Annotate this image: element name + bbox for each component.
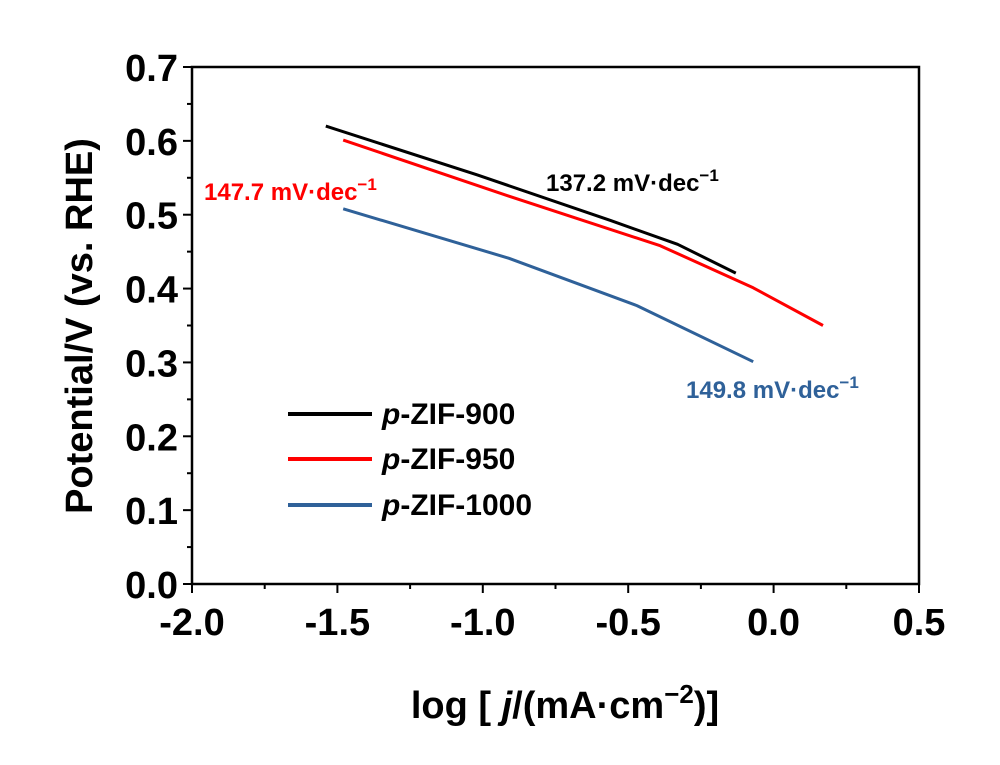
annotation-p-zif-900: 137.2 mV·dec−1	[546, 166, 719, 197]
y-tick-label: 0.5	[125, 196, 178, 238]
y-tick-label: 0.4	[125, 270, 178, 312]
annotation-p-zif-1000: 149.8 mV·dec−1	[686, 373, 859, 404]
y-tick-label: 0.7	[125, 48, 178, 90]
legend-label-p-zif-950: p-ZIF-950	[381, 443, 515, 476]
y-tick-label: 0.6	[125, 122, 178, 164]
x-tick-label: -1.0	[450, 602, 515, 644]
legend-label-p-zif-900: p-ZIF-900	[381, 398, 515, 431]
legend: p-ZIF-900 p-ZIF-950 p-ZIF-1000	[288, 398, 532, 522]
x-tick-label: 0.5	[893, 602, 946, 644]
y-tick-label: 0.1	[125, 491, 178, 533]
x-tick-label: -0.5	[595, 602, 660, 644]
series-line-p-zif-900	[325, 124, 737, 275]
annotation-p-zif-950: 147.7 mV·dec−1	[204, 175, 377, 206]
y-tick-label: 0.0	[125, 565, 178, 607]
x-tick-label: -2.0	[159, 602, 224, 644]
y-axis-label: Potential/V (vs. RHE)	[59, 138, 101, 514]
x-tick-label: 0.0	[747, 602, 800, 644]
y-tick-label: 0.3	[125, 343, 178, 385]
legend-label-p-zif-1000: p-ZIF-1000	[381, 489, 532, 522]
y-tick-label: 0.2	[125, 417, 178, 459]
x-tick-label: -1.5	[305, 602, 370, 644]
x-axis-label: log [ j/(mA·cm−2)]	[411, 679, 719, 727]
series-line-p-zif-950	[342, 138, 824, 327]
series-line-p-zif-1000	[342, 207, 754, 364]
